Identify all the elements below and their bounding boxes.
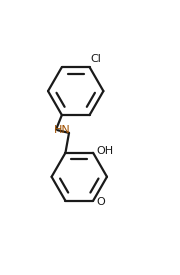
Text: O: O (96, 197, 105, 207)
Text: Cl: Cl (90, 54, 101, 64)
Text: OH: OH (96, 146, 113, 156)
Text: HN: HN (54, 125, 71, 135)
